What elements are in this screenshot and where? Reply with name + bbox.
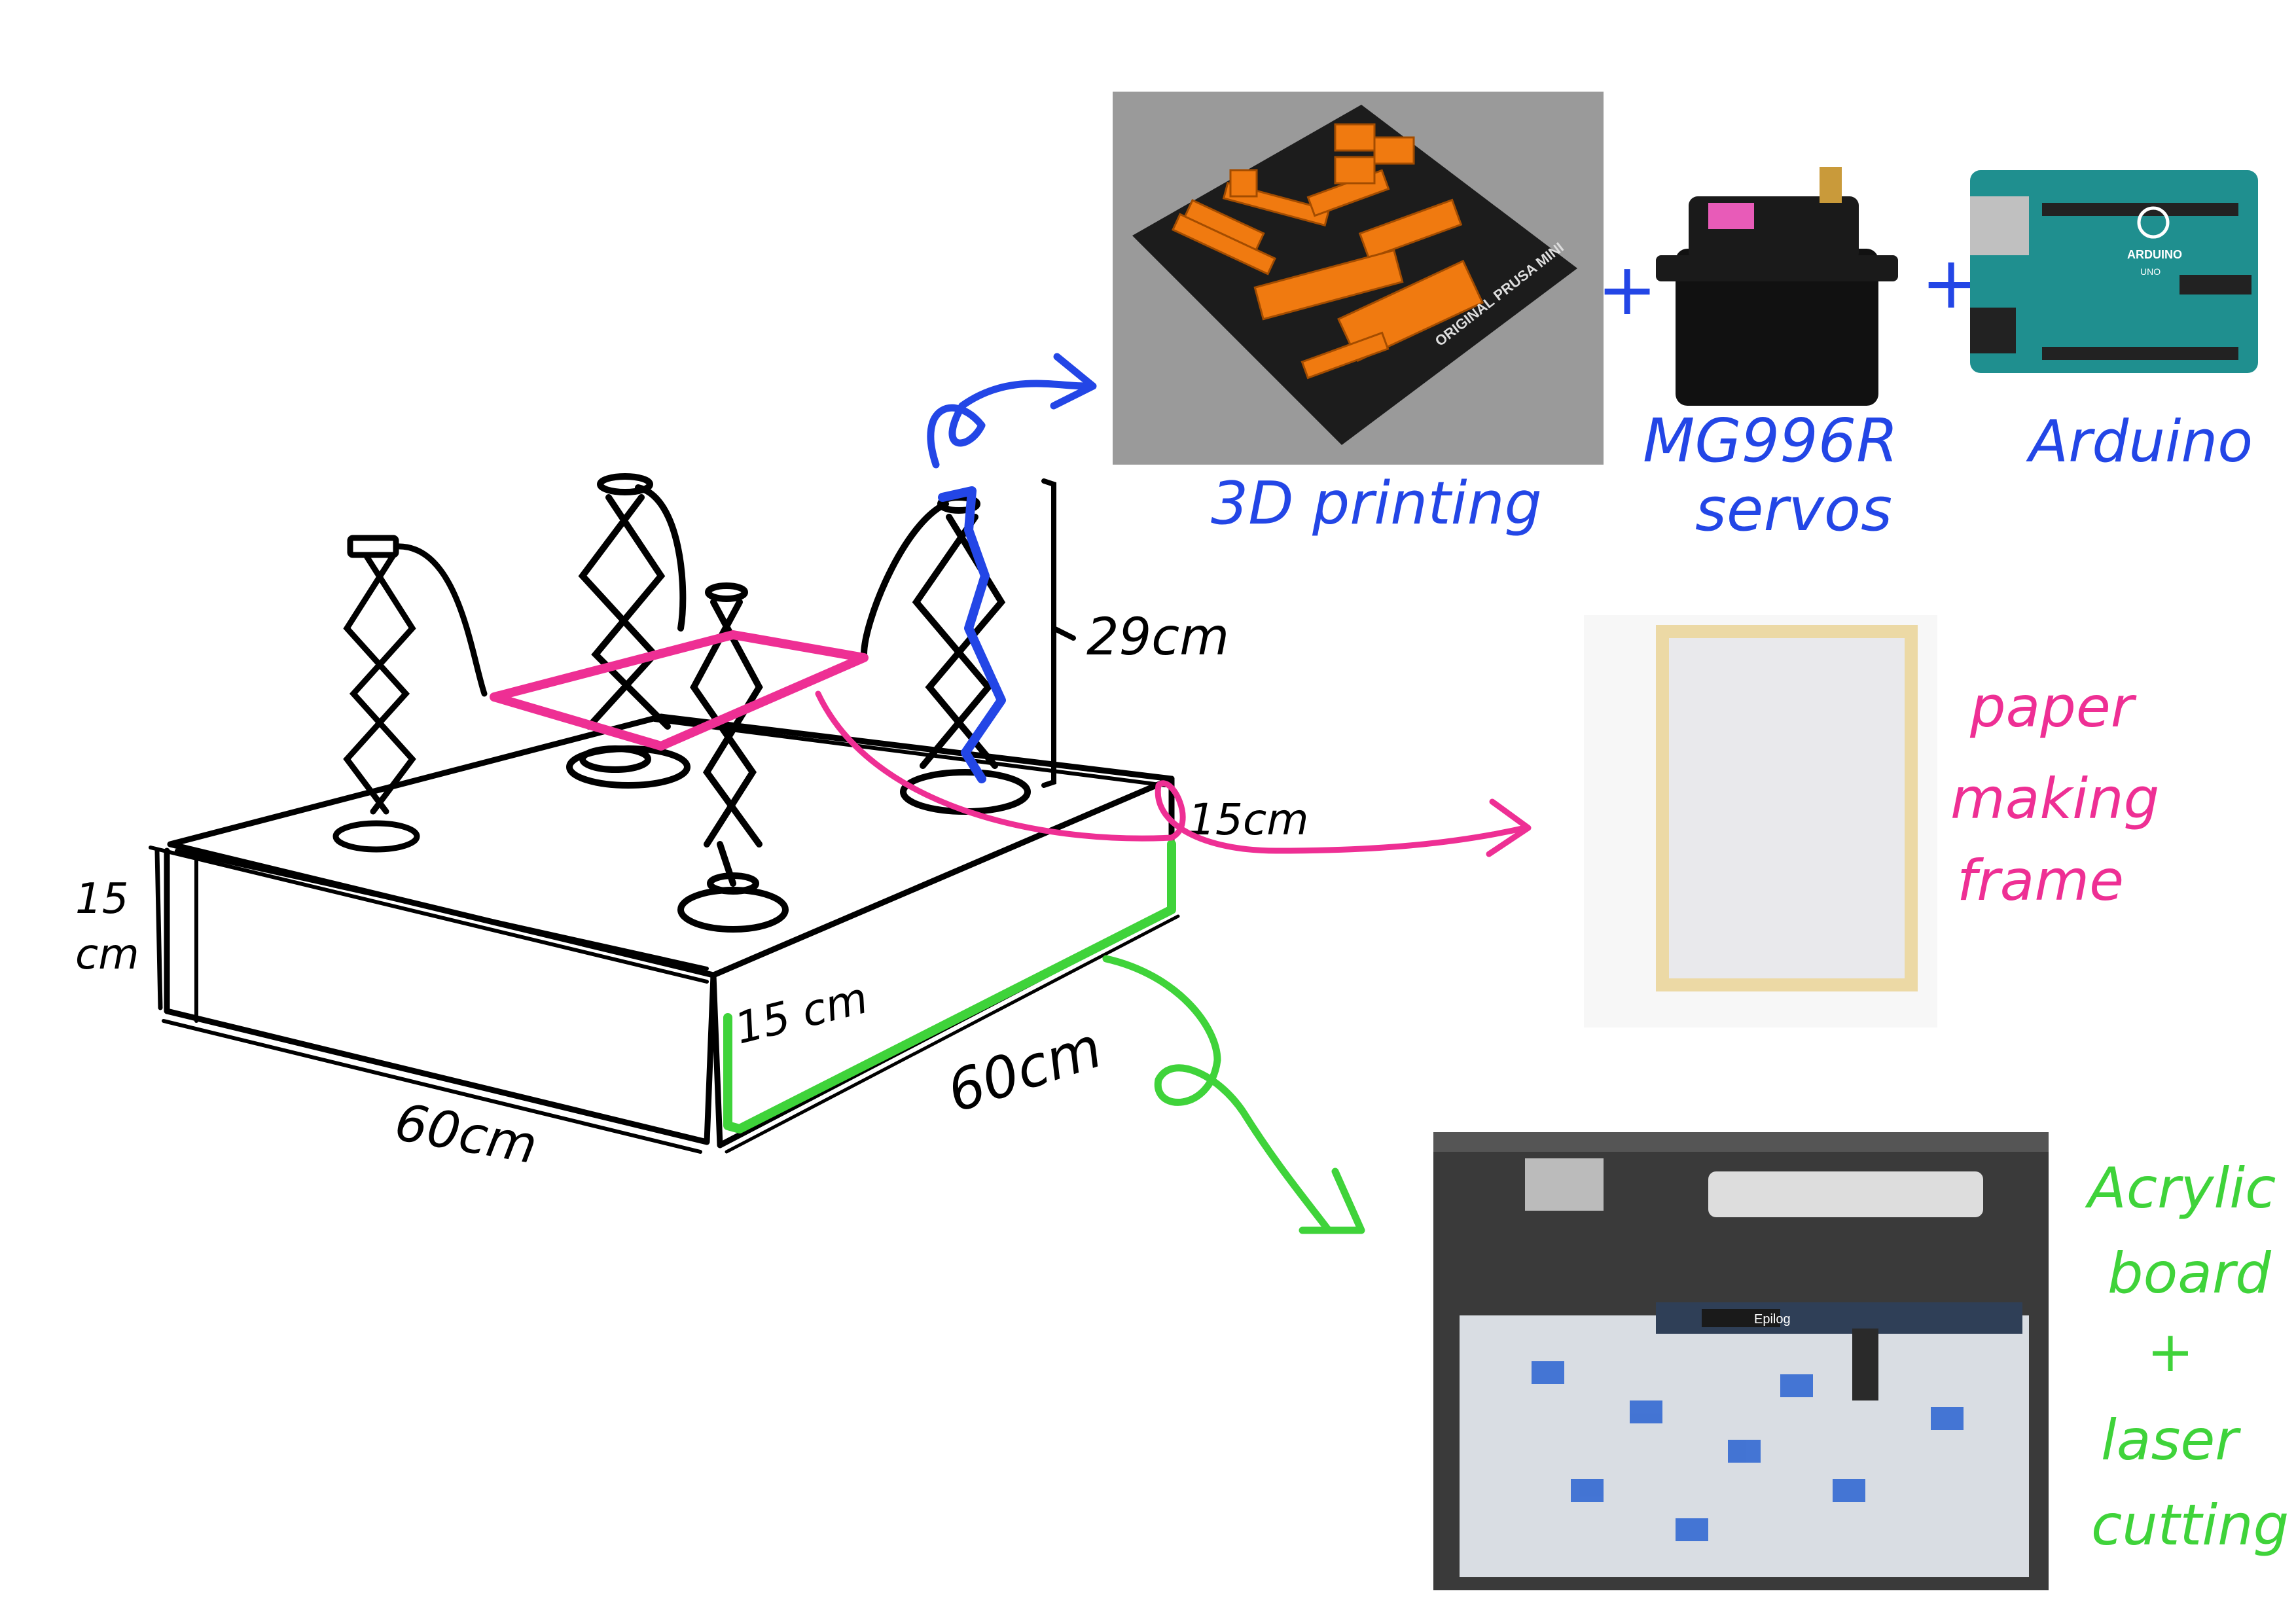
label-60cm-front: 60cm bbox=[391, 1093, 541, 1176]
scissor-lift-front bbox=[677, 582, 789, 933]
label-making: making bbox=[1950, 766, 2159, 832]
label-15cm-right: 15cm bbox=[1188, 794, 1309, 845]
green-arrow bbox=[1102, 955, 1365, 1234]
arduino-board-text: ARDUINO bbox=[2127, 248, 2182, 261]
label-15cm-front: 15 cm bbox=[730, 972, 872, 1054]
laser-brand-text: Epilog bbox=[1754, 1312, 1791, 1327]
label-arduino: Arduino bbox=[2026, 408, 2253, 475]
label-cutting: cutting bbox=[2091, 1493, 2289, 1558]
green-edge-highlight bbox=[723, 840, 1176, 1133]
plus-sign-1: + bbox=[1597, 247, 1657, 331]
label-servo-line2: servos bbox=[1695, 474, 1892, 544]
arduino-board-sub: UNO bbox=[2140, 266, 2161, 277]
box-sketch bbox=[149, 713, 1180, 1154]
printer-bed-icon: ORIGINAL PRUSA MINI bbox=[1113, 92, 1604, 465]
pink-arrow bbox=[815, 690, 1532, 857]
blue-arrow bbox=[927, 353, 1097, 469]
label-60cm-side: 60cm bbox=[940, 1015, 1110, 1126]
servo-icon bbox=[1656, 167, 1898, 406]
blue-leg-highlight bbox=[938, 486, 1006, 783]
scissor-lift-left bbox=[332, 535, 488, 853]
label-cm-left: cm bbox=[75, 931, 139, 979]
wooden-frame-icon bbox=[1584, 615, 1937, 1027]
pink-frame-highlight bbox=[490, 630, 869, 751]
label-board: board bbox=[2108, 1241, 2271, 1306]
label-laser: laser bbox=[2101, 1408, 2241, 1473]
label-3d-printing: 3D printing bbox=[1211, 469, 1542, 538]
scissor-lift-back bbox=[566, 473, 691, 789]
dimension-bracket-29cm bbox=[1041, 478, 1076, 788]
label-acrylic: Acrylic bbox=[2085, 1156, 2276, 1221]
label-paper: paper bbox=[1969, 675, 2137, 740]
label-15-left: 15 bbox=[75, 875, 128, 923]
label-plus-laser: + bbox=[2147, 1319, 2194, 1385]
label-servo-line1: MG996R bbox=[1643, 406, 1898, 476]
arduino-board-icon: ARDUINO UNO bbox=[1970, 170, 2258, 373]
laser-cutter-icon: Epilog bbox=[1433, 1132, 2049, 1590]
label-29cm: 29cm bbox=[1086, 608, 1229, 667]
label-frame: frame bbox=[1957, 848, 2124, 914]
